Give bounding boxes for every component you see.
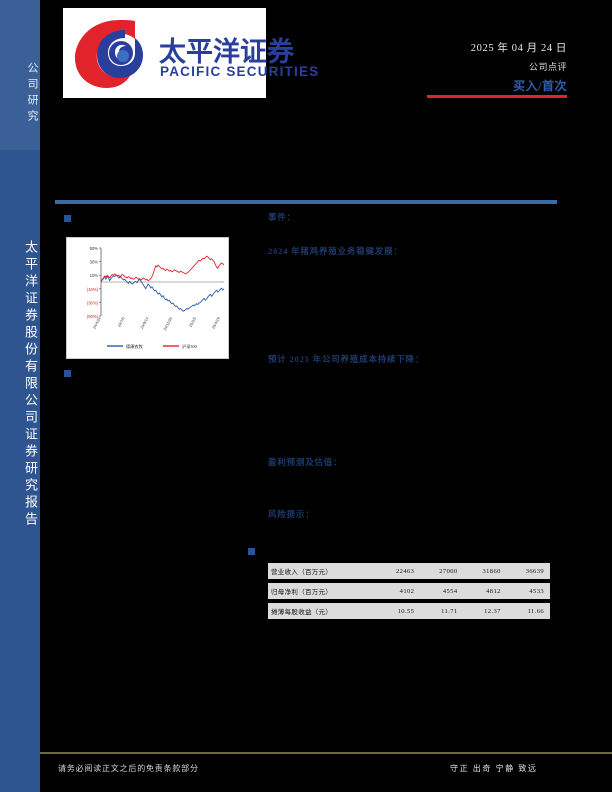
logo-mark-icon <box>75 20 143 88</box>
table-cell-value: 4812 <box>463 583 507 599</box>
table-row-label: 归母净利（百万元） <box>268 583 378 599</box>
table-cell-value: 4554 <box>420 583 464 599</box>
svg-text:(30%): (30%) <box>87 300 99 305</box>
relative-performance-chart: 50% 30% 10% (10%) (30%) (50%) 24/4/24 24/7/5 24/… <box>66 237 229 359</box>
table-row-spacer <box>268 599 550 603</box>
svg-text:24/11/26: 24/11/26 <box>163 317 173 332</box>
table-cell-value: 10.55 <box>377 603 421 619</box>
svg-text:25/4/19: 25/4/19 <box>211 317 220 330</box>
footer-divider <box>40 752 612 754</box>
financial-summary-table: 营业收入（百万元） 22463 27000 31860 36639 归母净利（百万元） 41… <box>268 563 550 619</box>
sidebar-company-label: 太平洋证券股份有限公司证券研究报告 <box>23 240 38 529</box>
logo-english-name: PACIFIC SECURITIES <box>160 64 320 79</box>
table-row-label: 营业收入（百万元） <box>268 563 378 579</box>
svg-text:24/7/5: 24/7/5 <box>117 317 125 328</box>
table-cell-value: 36639 <box>506 563 550 579</box>
svg-text:24/4/24: 24/4/24 <box>92 317 101 330</box>
report-date: 2025 年 04 月 24 日 <box>470 43 567 54</box>
section-heading-cost: 预计 2025 年公司养殖成本持续下降： <box>268 354 425 364</box>
bullet-marker-chart <box>64 215 71 222</box>
logo-chinese-name: 太平洋证券 <box>159 37 294 67</box>
table-row-spacer <box>268 579 550 583</box>
chart-svg: 50% 30% 10% (10%) (30%) (50%)24/4/24 24/7/5 24/… <box>87 246 225 350</box>
svg-text:10%: 10% <box>90 273 99 278</box>
bullet-marker-table <box>248 548 255 555</box>
svg-text:30%: 30% <box>90 260 99 265</box>
svg-text:50%: 50% <box>90 246 99 251</box>
svg-text:沪深300: 沪深300 <box>182 343 197 350</box>
svg-text:24/9/14: 24/9/14 <box>140 317 149 330</box>
table-cell-value: 22463 <box>377 563 421 579</box>
table-cell-value: 4102 <box>377 583 421 599</box>
table-cell-value: 11.71 <box>420 603 464 619</box>
section-heading-risk: 风险提示： <box>268 509 315 519</box>
footer-slogan: 守正 出奇 宁静 致远 <box>450 764 538 773</box>
svg-text:(10%): (10%) <box>87 287 99 292</box>
section-heading-event: 事件： <box>268 212 296 222</box>
table-row-label: 摊薄每股收益（元） <box>268 603 378 619</box>
table-cell-value: 4533 <box>506 583 550 599</box>
table-cell-value: 27000 <box>420 563 464 579</box>
report-type: 公司点评 <box>528 62 567 72</box>
section-heading-valuation: 盈利预测及估值： <box>268 457 343 467</box>
table-row: 营业收入（百万元） 22463 27000 31860 36639 <box>268 563 550 579</box>
sidebar-category-label: 公司研究 <box>26 62 38 126</box>
table-cell-value: 11.66 <box>506 603 550 619</box>
svg-text:(50%): (50%) <box>87 314 99 319</box>
table-row: 归母净利（百万元） 4102 4554 4812 4533 <box>268 583 550 599</box>
table-cell-value: 12.37 <box>463 603 507 619</box>
header-meta: 2025 年 04 月 24 日 公司点评 买入/首次 <box>317 40 567 94</box>
section-divider-top <box>55 200 557 204</box>
table-cell-value: 31860 <box>463 563 507 579</box>
rating-badge: 买入/首次 <box>513 79 567 93</box>
section-heading-business: 2024 年猪鸡养殖业务稳健发展： <box>268 246 403 256</box>
table-row: 摊薄每股收益（元） 10.55 11.71 12.37 11.66 <box>268 603 550 619</box>
sidebar-top-band <box>0 0 40 150</box>
svg-text:德康农牧: 德康农牧 <box>126 343 144 350</box>
header-red-rule <box>427 95 567 98</box>
left-sidebar: 公司研究 太平洋证券股份有限公司证券研究报告 <box>0 0 40 792</box>
company-logo: 太平洋证券 PACIFIC SECURITIES <box>63 8 318 98</box>
footer-disclaimer: 请务必阅读正文之后的免责条款部分 <box>58 764 199 773</box>
svg-text:25/2/5: 25/2/5 <box>189 317 197 328</box>
bullet-marker-second <box>64 370 71 377</box>
